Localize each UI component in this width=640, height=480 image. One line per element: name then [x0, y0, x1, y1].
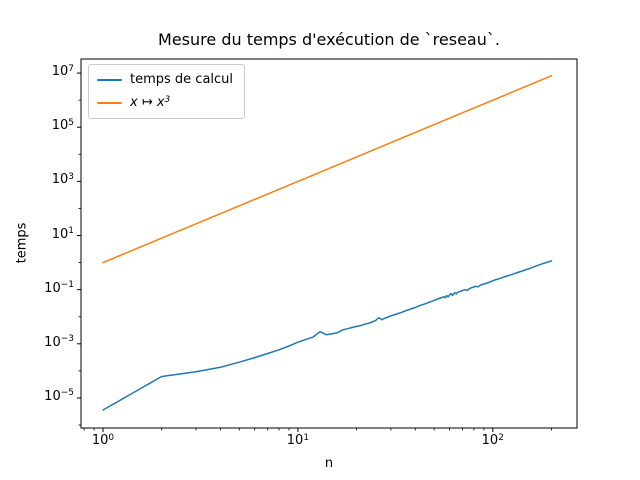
y-tick-label: 10−1 — [44, 280, 74, 296]
chart-title: Mesure du temps d'exécution de `reseau`. — [158, 30, 500, 49]
legend-line-swatch — [97, 101, 122, 104]
legend-label: temps de calcul — [130, 72, 234, 87]
axes-frame — [80, 58, 578, 429]
legend-entry: temps de calcul — [97, 70, 233, 89]
x-axis-label: n — [324, 456, 334, 471]
y-tick-label: 103 — [51, 171, 74, 188]
legend-line-swatch — [97, 78, 122, 81]
y-tick-label: 107 — [51, 63, 74, 80]
y-tick-label: 10−5 — [44, 388, 74, 404]
y-tick-label: 101 — [51, 226, 74, 242]
legend-entry: x ↦ x3 — [97, 93, 233, 112]
x-tick-label: 100 — [91, 432, 115, 448]
x-tick-label: 102 — [481, 432, 504, 448]
series-line-temps-de-calcul — [102, 260, 553, 411]
legend: temps de calcul x ↦ x3 — [88, 64, 246, 119]
series-line-x-x-3 — [102, 74, 553, 264]
y-tick-label: 10−3 — [44, 334, 74, 350]
legend-label: x ↦ x3 — [130, 94, 171, 110]
x-tick-label: 101 — [286, 432, 310, 448]
y-tick-label: 105 — [51, 117, 74, 134]
